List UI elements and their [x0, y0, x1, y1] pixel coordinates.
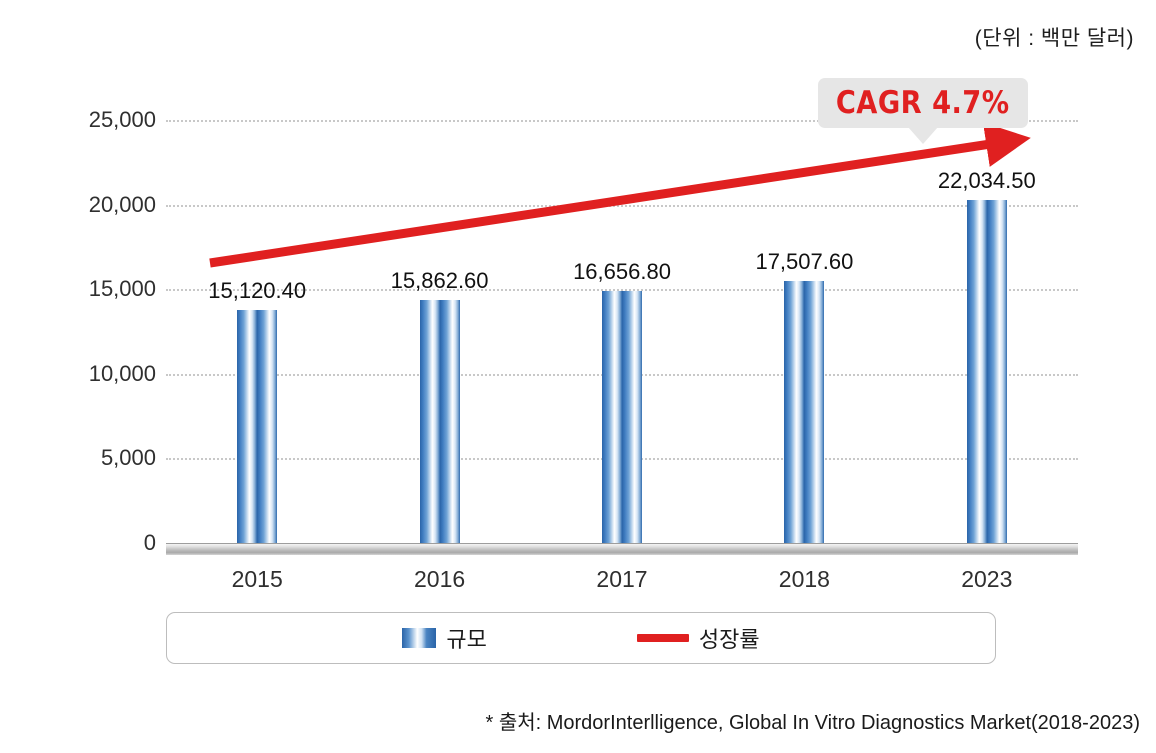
legend-label-size: 규모	[446, 627, 487, 652]
bar[interactable]	[237, 310, 278, 543]
bar-cylinder	[602, 291, 622, 543]
bar-cylinder	[966, 200, 987, 543]
y-axis-tick-label: 20,000	[88, 191, 156, 217]
bar[interactable]	[966, 200, 1007, 543]
legend-item-growth-rate[interactable]: 성장률	[636, 622, 760, 654]
bar-cylinder	[237, 310, 258, 543]
gridline	[166, 120, 1078, 122]
cagr-callout: CAGR 4.7%	[818, 78, 1028, 128]
bar-value-label: 15,862.60	[390, 268, 489, 293]
bar-cylinder	[419, 300, 440, 543]
x-axis-label-2018: 2018	[778, 566, 830, 592]
y-axis-tick-label: 5,000	[100, 445, 156, 471]
unit-caption: (단위 : 백만 달러)	[974, 27, 1134, 50]
line-swatch-icon	[636, 634, 689, 642]
bar-value-label: 15,120.40	[208, 278, 307, 303]
y-axis-tick-label: 0	[143, 530, 156, 555]
bar-cylinder	[986, 200, 1007, 543]
y-axis-tick-label: 25,000	[88, 107, 156, 132]
cagr-callout-tail-icon	[908, 127, 938, 144]
bar-value-label: 22,034.50	[937, 168, 1036, 193]
x-axis-baseline	[166, 543, 1078, 555]
cagr-label: CAGR 4.7%	[836, 85, 1010, 121]
bar-cylinder	[622, 291, 642, 543]
bar-cylinder	[804, 281, 825, 543]
legend-label-growth-rate: 성장률	[698, 627, 760, 652]
gridline	[166, 289, 1078, 292]
bar-value-label: 16,656.80	[573, 259, 671, 284]
bar[interactable]	[419, 300, 460, 543]
y-axis-tick-label: 15,000	[88, 276, 156, 302]
bar-cylinder	[257, 310, 278, 543]
x-axis-label-2017: 2017	[596, 566, 648, 592]
legend-item-size[interactable]: 규모	[402, 622, 487, 654]
source-note: * 출처: MordorInterlligence, Global In Vit…	[485, 712, 1140, 734]
gridline	[166, 204, 1078, 207]
bar[interactable]	[784, 281, 825, 543]
chart-plot-area: 0 5,000 10,000 15,000 20,000 25,000 15,120.40…	[88, 107, 1078, 592]
bar-value-label: 17,507.60	[755, 249, 854, 274]
y-axis-tick-label: 10,000	[88, 360, 156, 386]
bar[interactable]	[602, 291, 642, 543]
bar-cylinder	[439, 300, 460, 543]
x-axis-label-2023: 2023	[961, 566, 1013, 592]
bar-cylinder	[784, 281, 805, 543]
x-axis-label-2015: 2015	[231, 566, 283, 592]
bar-swatch-icon	[402, 628, 437, 648]
chart-legend: 규모 성장률	[166, 612, 996, 664]
x-axis-label-2016: 2016	[414, 566, 466, 592]
